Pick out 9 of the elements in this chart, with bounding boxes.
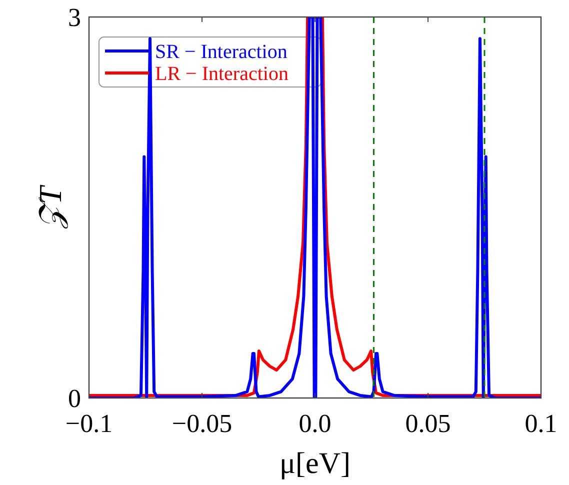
x-tick-label: −0.05 — [172, 409, 232, 438]
legend-label: SR − Interaction — [155, 41, 288, 63]
x-tick-label: 0.05 — [405, 409, 451, 438]
y-axis-title: 𝒵T — [32, 184, 68, 230]
x-tick-label: 0.0 — [298, 409, 332, 438]
y-tick-label: 3 — [68, 3, 81, 32]
x-axis-title: μ[eV] — [279, 447, 351, 480]
legend-label: LR − Interaction — [155, 63, 288, 85]
x-tick-label: 0.1 — [524, 409, 558, 438]
